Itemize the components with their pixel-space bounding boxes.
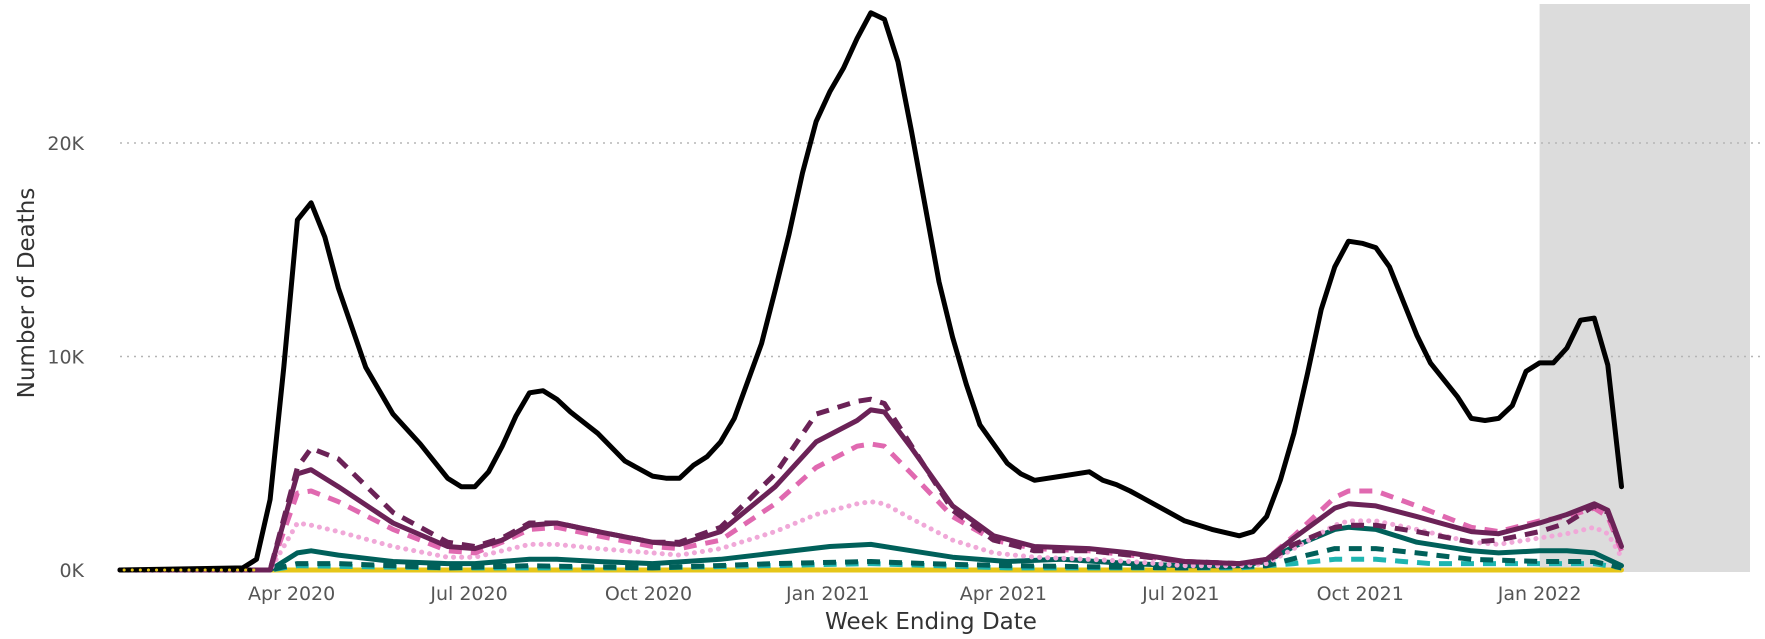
- x-axis-ticks: Apr 2020 Jul 2020 Oct 2020 Jan 2021 Apr 2021…: [248, 583, 1581, 605]
- x-tick-label: Jul 2021: [1141, 583, 1219, 605]
- y-tick-label: 0K: [59, 560, 84, 582]
- shaded-region: [1539, 4, 1750, 572]
- series-lines: [117, 10, 1624, 573]
- x-tick-label: Oct 2020: [605, 583, 692, 605]
- series-line-2: [117, 407, 1624, 573]
- highlight-region: [1539, 4, 1750, 572]
- series-line-6: [117, 524, 1624, 573]
- x-tick-label: Oct 2021: [1317, 583, 1404, 605]
- y-tick-label: 20K: [47, 133, 84, 155]
- y-axis-ticks: 0K 10K 20K: [47, 133, 84, 582]
- x-axis-title: Week Ending Date: [825, 609, 1037, 635]
- series-line-1: [117, 10, 1624, 573]
- x-tick-label: Apr 2020: [248, 583, 335, 605]
- series-line-5: [117, 499, 1624, 573]
- y-axis-title: Number of Deaths: [14, 188, 40, 399]
- gridlines: [120, 142, 1762, 358]
- series-line-7: [120, 546, 1623, 573]
- x-tick-label: Jan 2022: [1497, 583, 1582, 605]
- x-tick-label: Jan 2021: [785, 583, 870, 605]
- x-tick-label: Jul 2020: [429, 583, 507, 605]
- y-tick-label: 10K: [47, 347, 84, 369]
- series-line-4: [120, 441, 1624, 573]
- x-tick-label: Apr 2021: [960, 583, 1047, 605]
